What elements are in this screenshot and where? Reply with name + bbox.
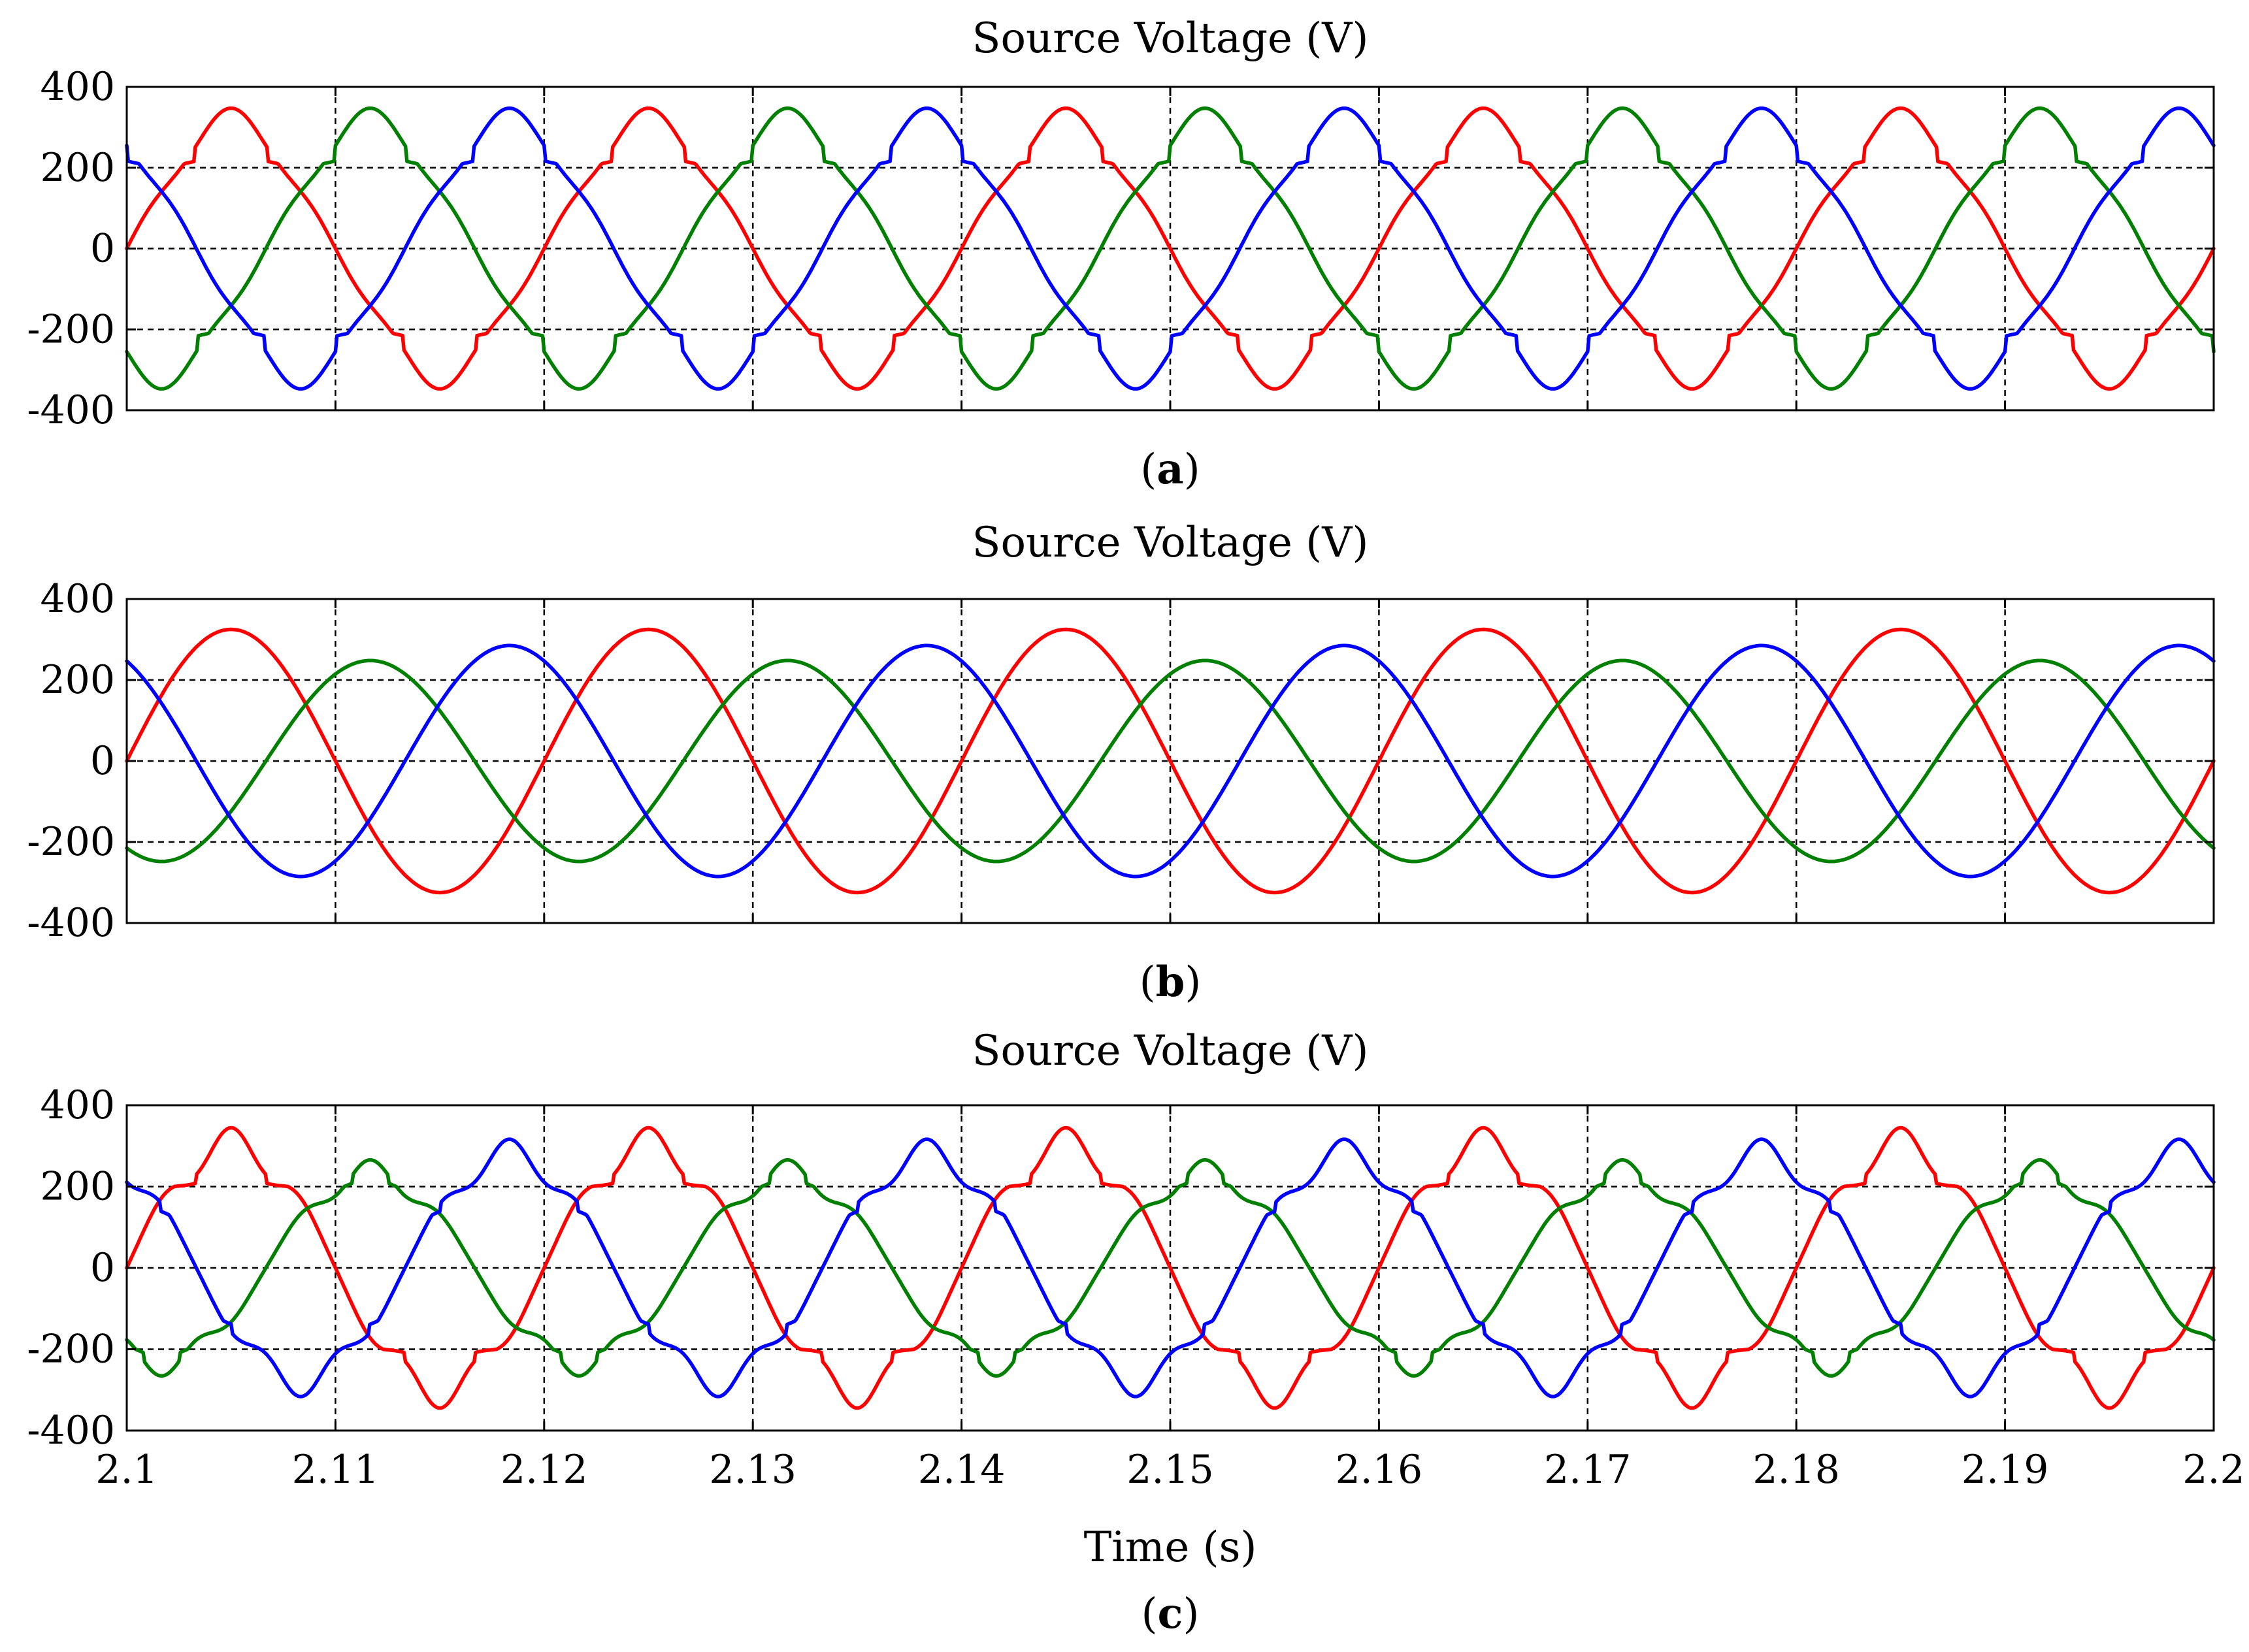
y-tick-label: 0 — [90, 738, 115, 784]
y-tick-label: -200 — [27, 1327, 115, 1372]
y-tick-label: 400 — [40, 1082, 115, 1128]
chart-title: Source Voltage (V) — [972, 519, 1369, 567]
x-tick-label: 2.18 — [1752, 1447, 1840, 1493]
series-line-phase-b — [125, 106, 2216, 391]
x-tick-label: 2.11 — [292, 1447, 380, 1493]
series-line-phase-b — [125, 658, 2216, 864]
chart-panel-a: Source Voltage (V) 400 200 0 -200 -400 (a) — [27, 14, 2216, 494]
series-line-phase-a — [125, 106, 2216, 391]
series-line-phase-b — [125, 1158, 2216, 1378]
series-line-phase-c — [125, 106, 2216, 391]
chart-title: Source Voltage (V) — [972, 14, 1369, 63]
y-tick-label: 0 — [90, 1245, 115, 1291]
y-tick-label: 200 — [40, 145, 115, 191]
y-tick-label: -200 — [27, 819, 115, 865]
x-tick-label: 2.14 — [918, 1447, 1006, 1493]
chart-title: Source Voltage (V) — [972, 1027, 1369, 1075]
y-tick-label: 400 — [40, 576, 115, 622]
x-tick-label: 2.19 — [1962, 1447, 2049, 1493]
x-tick-label: 2.13 — [709, 1447, 796, 1493]
y-tick-label: 0 — [90, 226, 115, 272]
series-line-phase-a — [125, 1126, 2216, 1410]
x-tick-label: 2.1 — [95, 1447, 157, 1493]
series-line-phase-c — [125, 643, 2216, 879]
y-tick-label: 200 — [40, 1164, 115, 1210]
x-tick-label: 2.17 — [1544, 1447, 1632, 1493]
y-tick-label: -200 — [27, 306, 115, 352]
y-tick-label: -400 — [27, 1408, 115, 1453]
x-tick-label: 2.2 — [2182, 1447, 2244, 1493]
chart-panel-b: Source Voltage (V) 400 200 0 -200 -400 (b) — [27, 519, 2216, 1007]
y-tick-label: 200 — [40, 657, 115, 703]
y-tick-label: -400 — [27, 900, 115, 946]
series-line-phase-a — [125, 627, 2216, 895]
x-axis-label: Time (s) — [1084, 1523, 1257, 1572]
panel-caption: (a) — [1140, 445, 1200, 494]
x-tick-label: 2.12 — [501, 1447, 588, 1493]
x-tick-label: 2.15 — [1126, 1447, 1214, 1493]
panel-caption: (c) — [1141, 1589, 1200, 1638]
panel-caption: (b) — [1140, 958, 1202, 1007]
series-line-phase-c — [125, 1137, 2216, 1399]
y-tick-label: 400 — [40, 64, 115, 110]
x-tick-label: 2.16 — [1336, 1447, 1423, 1493]
y-tick-label: -400 — [27, 387, 115, 433]
